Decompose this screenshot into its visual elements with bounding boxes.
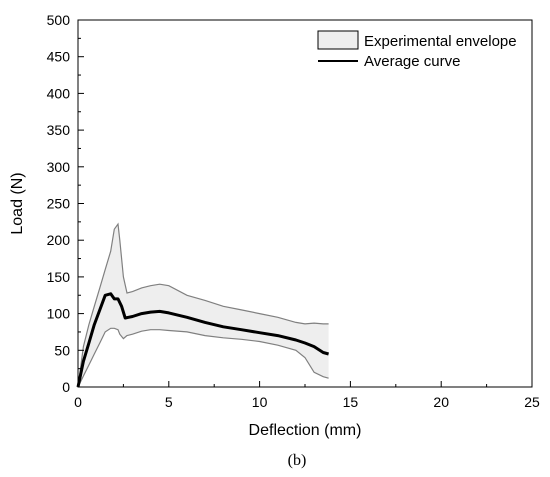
y-tick-label: 150 bbox=[47, 269, 71, 285]
x-tick-label: 0 bbox=[74, 394, 82, 410]
y-tick-label: 100 bbox=[47, 306, 71, 322]
legend-swatch-envelope bbox=[317, 30, 359, 50]
legend-label-envelope: Experimental envelope bbox=[364, 33, 517, 50]
legend-label-average: Average curve bbox=[364, 53, 460, 70]
average-curve-line bbox=[76, 292, 330, 388]
x-tick-label: 5 bbox=[165, 394, 173, 410]
y-tick-label: 0 bbox=[62, 379, 70, 395]
y-tick-label: 250 bbox=[47, 196, 71, 212]
envelope-upper-edge bbox=[77, 222, 329, 388]
y-tick-label: 300 bbox=[47, 159, 71, 175]
envelope-band-fill bbox=[78, 224, 329, 387]
envelope-lower-edge bbox=[77, 327, 329, 388]
y-axis-title: Load (N) bbox=[9, 172, 26, 234]
y-tick-label: 350 bbox=[47, 122, 71, 138]
x-tick-label: 25 bbox=[524, 394, 540, 410]
y-tick-label: 450 bbox=[47, 49, 71, 65]
x-tick-label: 15 bbox=[343, 394, 359, 410]
x-tick-label: 10 bbox=[252, 394, 268, 410]
y-tick-label: 500 bbox=[47, 12, 71, 28]
figure-caption: (b) bbox=[288, 452, 307, 469]
average-curve-layer bbox=[76, 292, 330, 388]
legend: Experimental envelope Average curve bbox=[317, 30, 517, 70]
y-tick-label: 400 bbox=[47, 85, 71, 101]
y-tick-label: 200 bbox=[47, 232, 71, 248]
y-tick-label: 50 bbox=[54, 342, 70, 358]
x-axis-title: Deflection (mm) bbox=[249, 422, 362, 439]
x-tick-label: 20 bbox=[433, 394, 449, 410]
envelope-band-layer bbox=[77, 222, 329, 388]
